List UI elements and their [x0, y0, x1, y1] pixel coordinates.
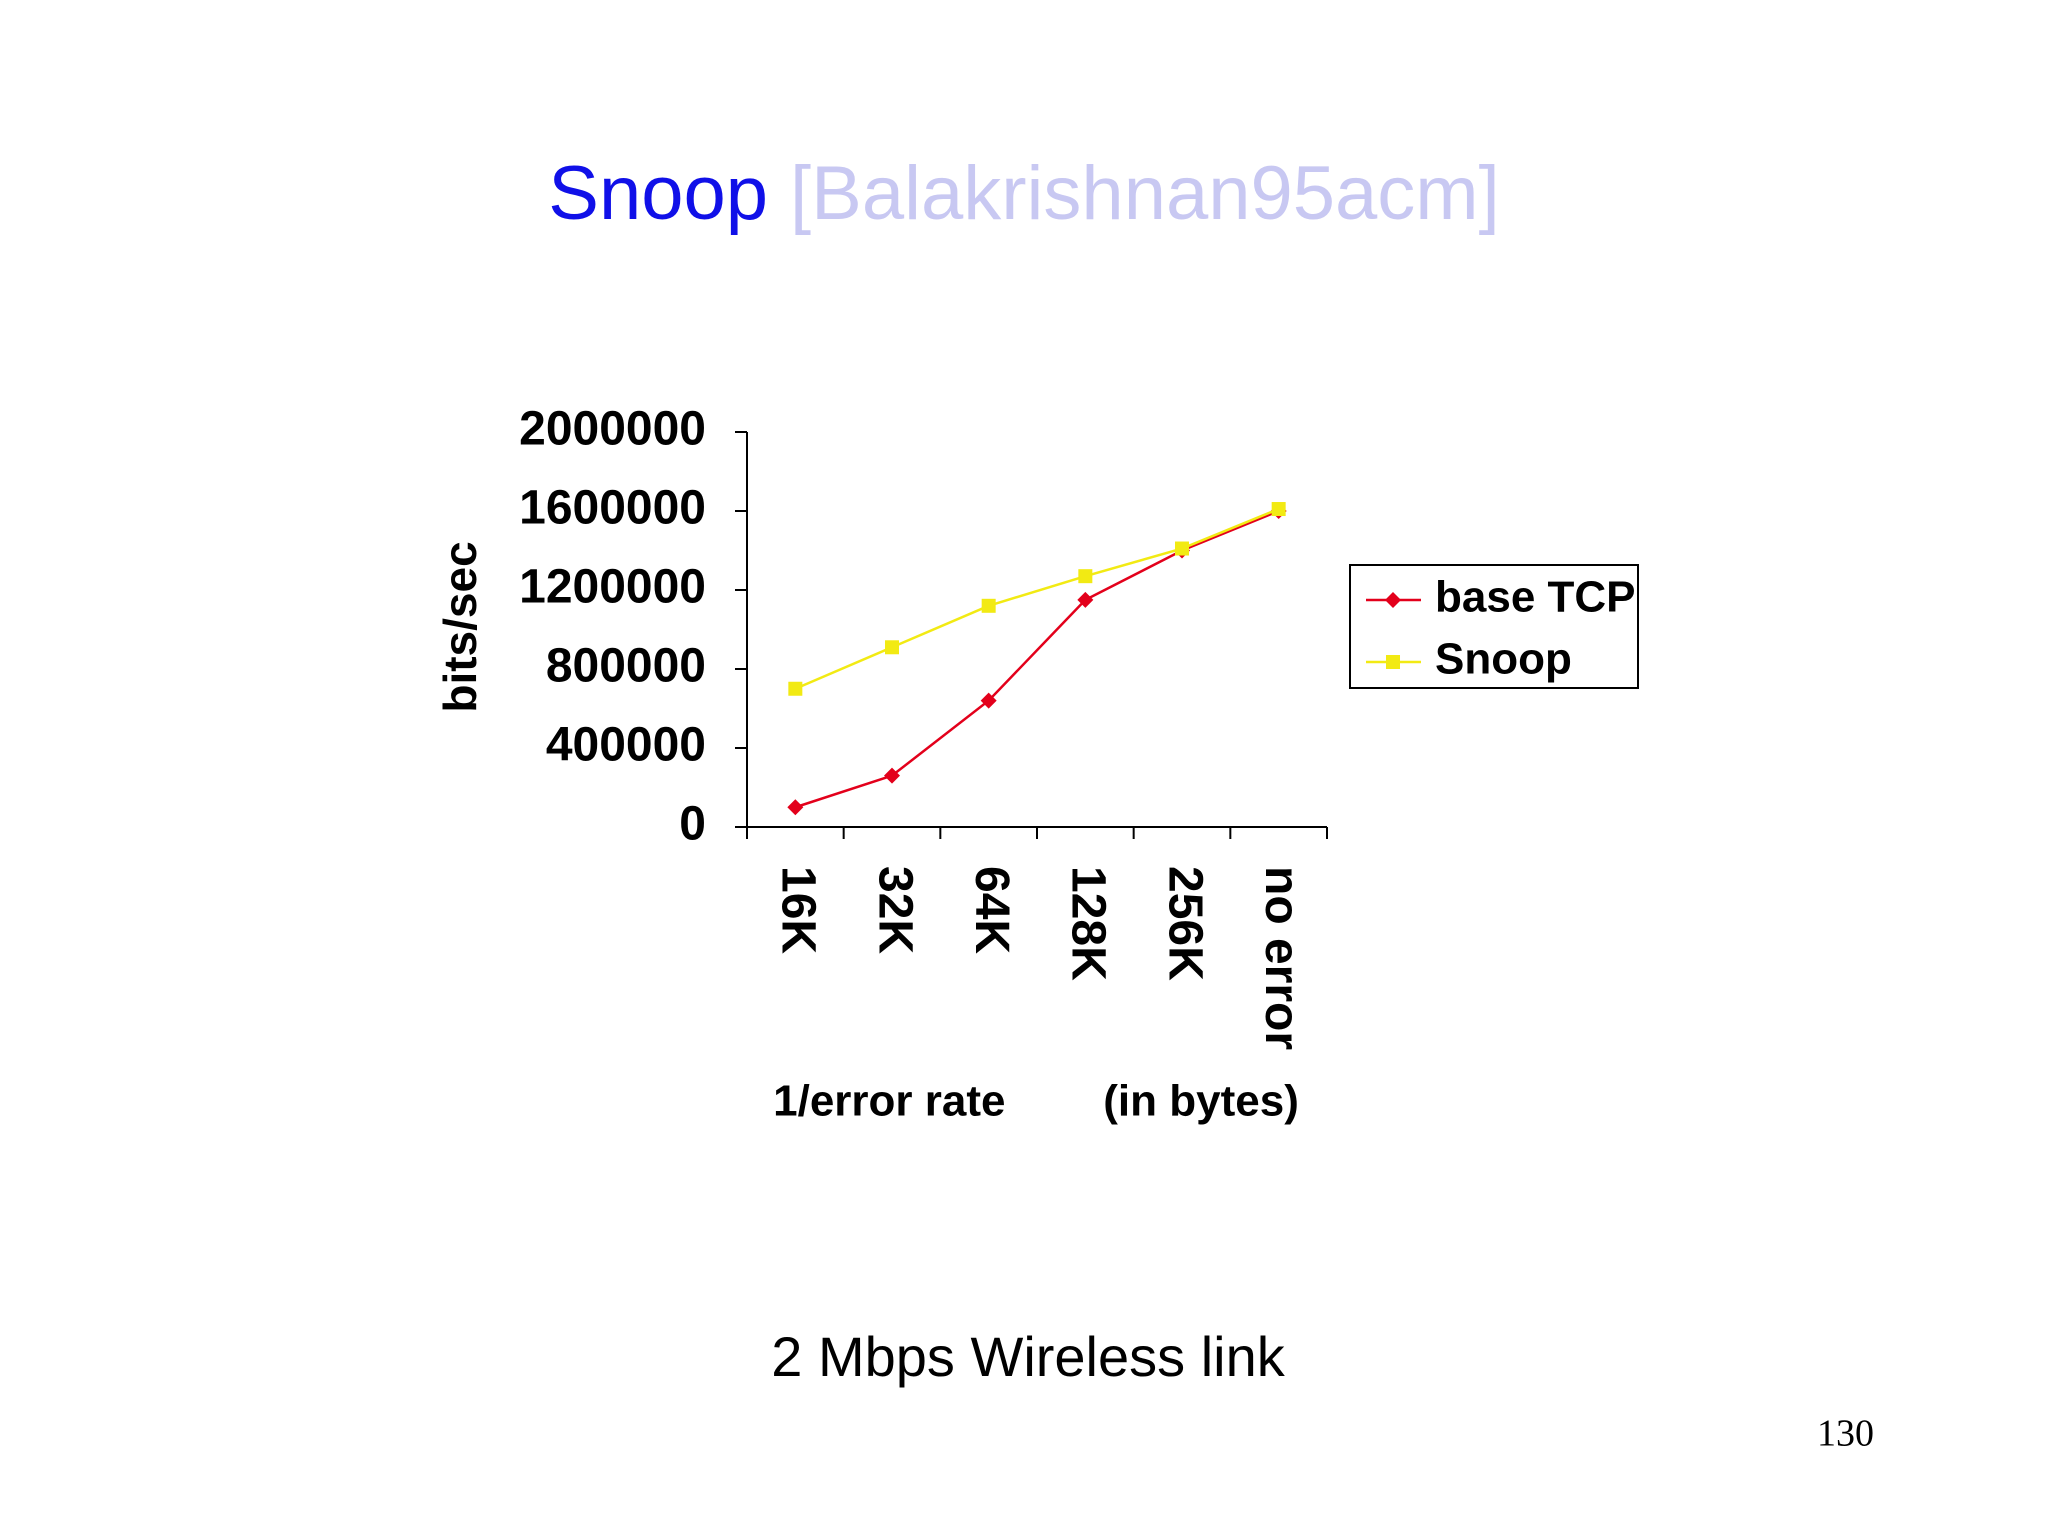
point [1271, 502, 1286, 517]
x-tick-label: 16K [772, 866, 825, 954]
series-line [794, 507, 1280, 690]
title: Snoop [548, 151, 768, 236]
y-tick-label: 1200000 [519, 561, 706, 614]
x-tick-label: 32K [868, 866, 921, 954]
x-axis-label: 1/error rate (in bytes) [773, 1077, 1299, 1126]
y-tick-label: 2000000 [519, 403, 706, 456]
page-number: 130 [1817, 1413, 1874, 1455]
caption: 2 Mbps Wireless link [771, 1325, 1285, 1388]
point [1077, 591, 1094, 608]
legend-marker [1385, 592, 1401, 608]
series-line [794, 509, 1280, 809]
point [980, 692, 997, 709]
point [1078, 569, 1093, 584]
point [885, 640, 899, 655]
y-tick-label: 1600000 [519, 482, 706, 535]
point [1175, 541, 1189, 556]
point [788, 681, 803, 696]
y-tick-label: 800000 [546, 640, 706, 693]
y-axis-label: bits/sec [434, 541, 486, 712]
y-tick-label: 0 [679, 798, 706, 851]
point [981, 598, 996, 613]
x-tick-label: 64K [965, 866, 1018, 954]
slide-title: Snoop [Balakrishnan95acm] [548, 151, 1499, 236]
legend-label: base TCP [1435, 573, 1636, 622]
x-tick-label: 256K [1158, 866, 1211, 981]
x-tick-label: no error [1255, 866, 1308, 1050]
x-tick-label: 128K [1062, 866, 1115, 981]
legend-marker [1386, 655, 1400, 669]
point [787, 799, 804, 816]
point [884, 767, 900, 784]
citation: [Balakrishnan95acm] [790, 151, 1500, 236]
y-tick-label: 400000 [546, 719, 706, 772]
legend-label: Snoop [1435, 635, 1572, 684]
